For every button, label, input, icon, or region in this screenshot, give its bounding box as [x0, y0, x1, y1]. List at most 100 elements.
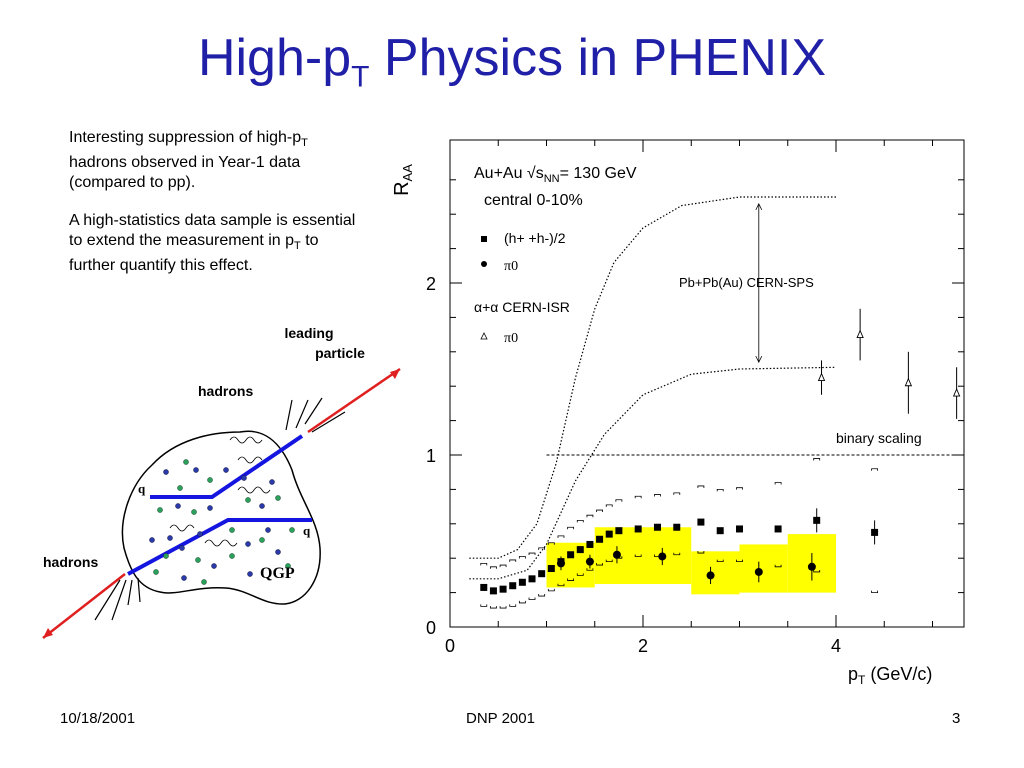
footer-event: DNP 2001: [466, 710, 535, 727]
charged-sys-upper: [871, 468, 878, 471]
legend-square-marker: [481, 236, 487, 242]
plasma-dot: [195, 557, 201, 563]
plasma-dot: [289, 527, 295, 533]
plot-frame: [449, 139, 965, 628]
charged-point: [615, 527, 623, 535]
charged-sys-lower: [557, 583, 565, 587]
legend-isr-pi0: π0: [504, 331, 518, 346]
qgp-label: QGP: [260, 565, 295, 582]
plasma-dot: [269, 479, 275, 485]
quark-label-left: q: [138, 481, 146, 496]
charged-sys-lower: [716, 559, 724, 563]
plasma-dot: [179, 545, 185, 551]
charged-point: [673, 523, 681, 531]
charged-sys-upper: [774, 482, 782, 485]
plasma-dot: [245, 497, 251, 503]
charged-sys-upper: [518, 556, 526, 559]
y-tick-label: 1: [426, 446, 436, 466]
sps-upper-curve: [469, 196, 836, 559]
quark-path-lower: [127, 518, 312, 576]
isr-point: [904, 377, 913, 387]
charged-sys-upper: [697, 485, 705, 488]
sps-arrowhead-top: [755, 202, 763, 211]
bullet-2: A high-statistics data sample is essenti…: [69, 212, 356, 275]
plasma-dot: [183, 459, 189, 465]
charged-sys-upper: [605, 504, 613, 507]
charged-sys-lower: [567, 578, 575, 581]
quark-path-upper: [150, 434, 304, 499]
charged-point: [596, 535, 604, 543]
charged-point: [736, 525, 743, 533]
sps-arrowhead-bottom: [755, 355, 763, 364]
charged-sys-lower: [813, 569, 821, 573]
plasma-dot: [285, 563, 291, 569]
bullet-1: Interesting suppression of high-pT hadro…: [69, 129, 308, 192]
charged-sys-upper: [736, 487, 743, 490]
charged-sys-lower: [697, 551, 705, 554]
legend-charged: (h+ +h-)/2: [504, 230, 566, 246]
pi0-sys-box: [739, 544, 788, 593]
charged-point: [528, 575, 536, 583]
charged-sys-lower: [576, 573, 584, 576]
charged-sys-lower: [605, 559, 613, 563]
legend-pi0: π0: [504, 259, 518, 274]
plasma-dot: [275, 549, 281, 555]
leading-particle-label-1: leading: [284, 325, 333, 341]
isr-pi0-points: [817, 308, 961, 419]
charged-sys-lower: [596, 563, 603, 566]
plasma-dot: [211, 563, 217, 569]
jet-arrow-lower: [42, 573, 126, 639]
charged-point: [871, 528, 879, 536]
charged-sys-upper: [634, 495, 642, 499]
plasma-dot: [229, 527, 235, 533]
charged-sys-upper: [547, 542, 555, 545]
charged-point: [518, 578, 526, 586]
charged-sys-lower: [774, 564, 782, 568]
charged-point: [567, 551, 575, 559]
plasma-dot: [149, 537, 155, 543]
sps-range-arrow: [755, 202, 763, 364]
plasma-dot: [259, 537, 265, 543]
pi0-point: [585, 557, 594, 566]
charged-sys-lower: [538, 594, 546, 597]
plasma-dot: [167, 535, 173, 541]
charged-sys-lower: [480, 604, 488, 607]
gluon-radiation: [169, 436, 271, 547]
plasma-dot: [259, 503, 265, 509]
plasma-dot: [197, 531, 203, 537]
plasma-dot: [207, 477, 213, 483]
plasma-dot: [241, 475, 247, 481]
pi0-point: [807, 562, 816, 571]
charged-sys-upper: [673, 492, 681, 495]
charged-sys-upper: [586, 514, 594, 518]
sps-annotation: Pb+Pb(Au) CERN-SPS: [679, 275, 814, 290]
y-tick-label: 2: [426, 274, 436, 294]
plasma-dot: [265, 527, 271, 533]
plasma-dot: [177, 485, 183, 491]
x-axis-label: pT (GeV/c): [848, 664, 932, 687]
charged-point: [813, 516, 821, 524]
charged-point: [576, 546, 584, 554]
charged-sys-lower: [871, 590, 878, 593]
charged-sys-upper: [509, 559, 517, 562]
plasma-dot: [157, 507, 163, 513]
y-tick-label: 0: [426, 618, 436, 638]
charged-point: [697, 518, 705, 526]
plasma-dot: [275, 495, 281, 501]
hadron-arrows-top: [285, 397, 346, 433]
charged-sys-lower: [673, 552, 681, 556]
charged-sys-lower: [547, 588, 555, 592]
charged-sys-upper: [499, 564, 507, 568]
sps-lower-curve: [469, 366, 837, 580]
hadron-arrows-bottom: [94, 577, 141, 621]
charged-point: [605, 530, 613, 538]
charged-point: [499, 585, 507, 593]
charged-sys-lower: [499, 606, 507, 609]
charged-point: [774, 525, 782, 533]
qgp-blob: [121, 430, 321, 605]
quark-label-right: q: [303, 523, 311, 538]
charged-point: [489, 587, 497, 595]
y-axis-label: RAA: [391, 164, 415, 196]
